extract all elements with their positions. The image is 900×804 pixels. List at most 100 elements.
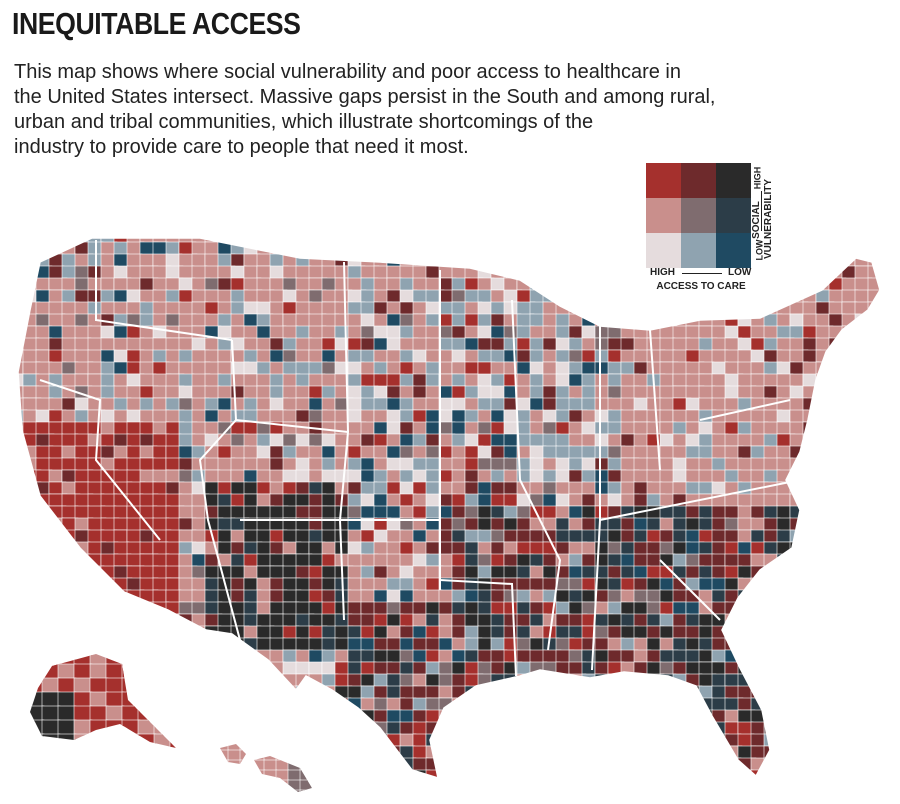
county-cell <box>191 253 206 268</box>
county-cell <box>529 709 548 725</box>
county-cell <box>35 649 53 663</box>
county-cell <box>477 541 493 556</box>
county-cell <box>244 782 259 794</box>
county-cell <box>451 385 467 400</box>
county-cell <box>18 649 29 667</box>
county-cell <box>263 779 278 792</box>
county-cell <box>165 769 185 778</box>
county-cell <box>61 238 78 247</box>
county-cell <box>204 673 221 688</box>
county-cell <box>569 782 583 796</box>
county-cell <box>711 553 726 567</box>
county-cell <box>61 253 77 268</box>
county-cell <box>633 733 649 752</box>
county-cell <box>477 553 493 567</box>
county-cell <box>191 769 206 778</box>
county-cell <box>607 685 626 699</box>
county-cell <box>334 637 350 651</box>
county-cell <box>217 661 233 678</box>
county-cell <box>854 361 870 380</box>
county-cell <box>568 253 587 272</box>
county-cell <box>204 769 223 778</box>
county-cell <box>287 769 302 782</box>
county-cell <box>802 697 817 714</box>
county-cell <box>867 385 880 403</box>
county-cell <box>22 745 38 759</box>
county-cell <box>490 709 505 724</box>
county-cell <box>100 637 118 656</box>
county-cell <box>227 769 242 782</box>
county-cell <box>659 409 674 423</box>
bivariate-legend: HIGH LOW SOCIAL VULNERABILITY HIGH LOW A… <box>646 163 786 295</box>
legend-x-axis-title: ACCESS TO CARE <box>656 281 746 292</box>
county-cell <box>789 745 806 760</box>
county-cell <box>854 721 873 739</box>
county-cell <box>263 769 278 782</box>
county-cell <box>763 625 779 640</box>
county-cell <box>374 782 389 798</box>
county-cell <box>152 745 169 761</box>
county-cell <box>867 745 880 763</box>
county-cell <box>828 553 847 570</box>
county-cell <box>243 745 261 759</box>
county-cell <box>815 721 832 736</box>
county-cell <box>568 397 583 412</box>
county-cell <box>542 277 560 296</box>
county-cell <box>311 749 312 762</box>
county-cell <box>87 745 106 764</box>
county-cell <box>35 613 54 629</box>
county-cell <box>698 613 714 628</box>
county-cell <box>789 685 809 701</box>
county-cell <box>607 577 623 592</box>
county-cell <box>516 361 532 376</box>
county-cell <box>867 625 880 642</box>
county-cell <box>74 577 89 591</box>
county-cell <box>854 745 871 759</box>
county-cell <box>169 733 176 748</box>
county-cell <box>490 757 510 773</box>
county-cell <box>321 325 336 339</box>
county-cell <box>73 705 93 723</box>
county-cell <box>191 709 208 724</box>
county-cell <box>18 721 28 735</box>
county-cell <box>763 697 779 711</box>
county-cell <box>607 757 625 771</box>
county-cell <box>139 637 154 656</box>
county-cell <box>105 663 125 681</box>
county-cell <box>503 445 519 460</box>
county-cell <box>841 373 860 390</box>
county-cell <box>802 265 822 279</box>
county-cell <box>178 673 197 691</box>
county-cell <box>672 685 687 703</box>
county-cell <box>35 517 55 534</box>
county-cell <box>192 782 206 795</box>
county-cell <box>542 685 562 699</box>
county-cell <box>594 769 613 778</box>
county-cell <box>646 721 661 739</box>
county-cell <box>57 733 77 748</box>
county-cell <box>594 745 609 759</box>
county-cell <box>105 733 125 748</box>
county-cell <box>87 637 106 653</box>
county-cell <box>399 238 418 245</box>
county-cell <box>867 397 880 411</box>
county-cell <box>854 589 870 605</box>
county-cell <box>854 445 871 463</box>
county-cell <box>815 661 831 675</box>
county-cell <box>269 709 287 723</box>
county-cell <box>841 697 858 711</box>
county-cell <box>646 685 665 704</box>
county-cell <box>178 625 195 644</box>
county-cell <box>789 697 807 712</box>
county-cell <box>672 625 688 639</box>
county-cell <box>789 577 805 594</box>
county-cell <box>287 759 302 772</box>
county-cell <box>451 313 467 327</box>
legend-y-axis-title: SOCIAL VULNERABILITY <box>751 179 791 259</box>
county-cell <box>287 789 302 792</box>
county-cell <box>776 721 791 736</box>
county-cell <box>74 613 89 628</box>
county-cell <box>399 433 415 447</box>
county-cell <box>881 710 895 725</box>
